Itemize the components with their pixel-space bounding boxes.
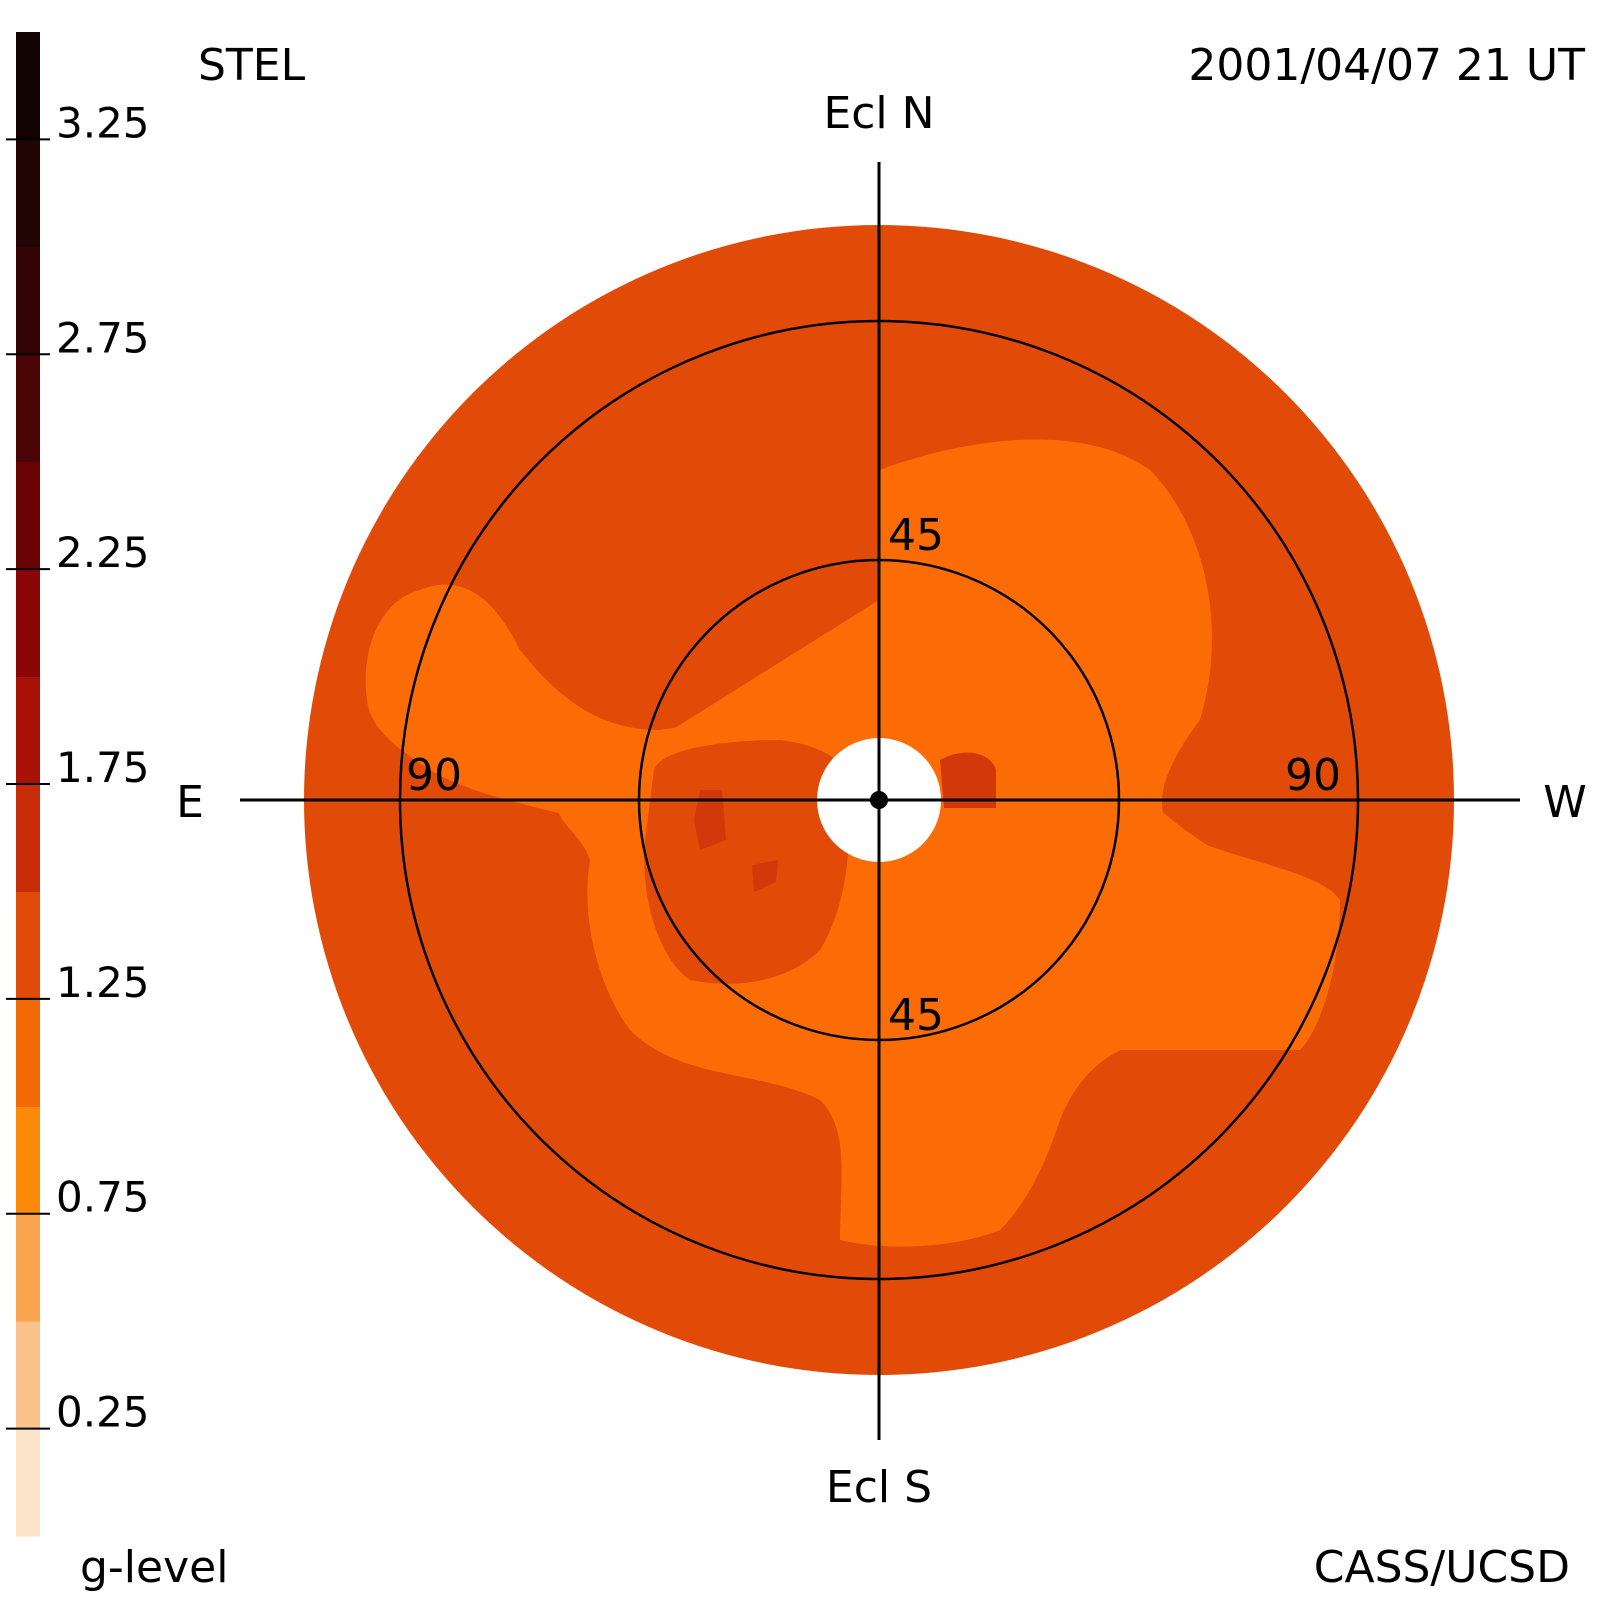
direction-west-label: W (1543, 777, 1587, 828)
colorbar-bin-11 (16, 246, 40, 355)
colorbar-bin-7 (16, 676, 40, 785)
colorbar-bin-3 (16, 1106, 40, 1215)
colorbar-bin-4 (16, 998, 40, 1107)
direction-east-label: E (176, 777, 204, 828)
colorbar-bin-1 (16, 1321, 40, 1430)
ring-90-right-label: 90 (1285, 750, 1341, 801)
spot-3 (940, 752, 996, 808)
colorbar-bin-0 (16, 1428, 40, 1537)
spot-1 (694, 790, 726, 850)
datetime-label: 2001/04/07 21 UT (1188, 40, 1585, 91)
ring-45-bottom-label: 45 (888, 990, 944, 1041)
colorbar-bin-8 (16, 569, 40, 678)
spot-2 (752, 860, 778, 892)
colorbar-bin-2 (16, 1213, 40, 1322)
colorbar-label: g-level (80, 1542, 228, 1593)
ring-45-top-label: 45 (888, 510, 944, 561)
region-core-left (644, 740, 850, 984)
colorbar (16, 32, 40, 1537)
direction-south-label: Ecl S (826, 1462, 932, 1513)
colorbar-bin-12 (16, 139, 40, 248)
instrument-label: STEL (198, 40, 306, 91)
colorbar-bin-10 (16, 354, 40, 463)
direction-north-label: Ecl N (823, 88, 934, 139)
colorbar-bin-6 (16, 784, 40, 892)
colorbar-bin-5 (16, 891, 40, 1000)
colorbar-bin-9 (16, 461, 40, 570)
colorbar-tick-label: 2.25 (56, 528, 150, 577)
credit-label: CASS/UCSD (1314, 1542, 1570, 1593)
colorbar-tick-label: 0.25 (56, 1388, 150, 1437)
colorbar-tick-label: 2.75 (56, 313, 150, 362)
colorbar-tick-label: 1.25 (56, 958, 150, 1007)
colorbar-tick-label: 1.75 (56, 743, 150, 792)
colorbar-tick-label: 3.25 (56, 98, 150, 147)
ring-90-left-label: 90 (406, 750, 462, 801)
colorbar-ticks: 0.25 0.75 1.25 1.75 2.25 2.75 3.25 (6, 98, 150, 1437)
colorbar-bin-13 (16, 32, 40, 140)
colorbar-tick-label: 0.75 (56, 1173, 150, 1222)
sky-disk (240, 162, 1520, 1440)
